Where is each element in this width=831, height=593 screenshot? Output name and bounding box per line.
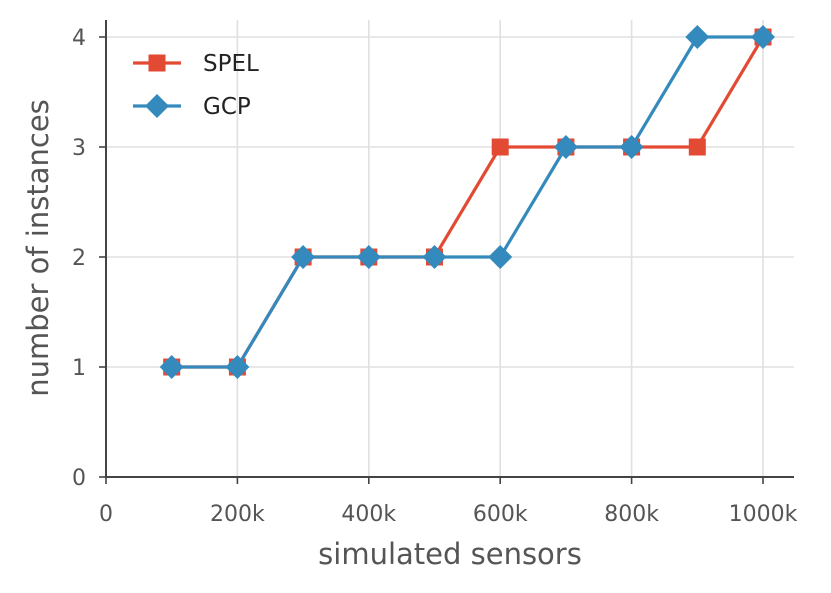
spel-point [491,138,509,156]
legend-item-spel: SPEL [133,51,259,77]
x-tick-label: 0 [99,502,113,527]
y-tick-label: 4 [72,26,86,51]
legend-marker-spel [148,54,166,72]
legend-marker-gcp [145,94,169,118]
gcp-point [488,245,513,269]
x-tick-label: 200k [210,502,265,527]
gcp-point [225,355,250,379]
gcp-point [159,355,184,379]
gcp-point [619,135,644,159]
x-axis-label: simulated sensors [318,537,582,571]
tick-labels: 0 200k 400k 600k 800k 1000k 0 1 2 3 4 [72,26,798,527]
legend-item-gcp: GCP [133,94,251,120]
y-tick-label: 3 [72,136,86,161]
y-axis-label: number of instances [21,99,55,397]
gcp-point [751,25,775,49]
y-tick-label: 0 [72,466,86,491]
y-tick-label: 1 [72,356,86,381]
series-gcp [159,25,775,379]
x-tick-label: 600k [473,502,528,527]
gcp-point [553,135,578,159]
x-tick-label: 400k [341,502,396,527]
gcp-point [356,245,381,269]
spel-line [171,36,765,369]
series-layer [159,25,775,379]
y-tick-label: 2 [72,246,86,271]
axes [105,20,794,478]
spel-point [688,138,706,156]
gcp-point [291,245,316,269]
grid [105,20,794,478]
x-tick-label: 800k [604,502,659,527]
legend-label-gcp: GCP [203,94,251,120]
series-spel [163,28,772,376]
legend-label-spel: SPEL [203,51,259,77]
gcp-line [171,35,763,369]
gcp-point [422,245,447,269]
gcp-point [685,25,710,49]
legend: SPEL GCP [133,51,259,120]
x-tick-label: 1000k [729,502,798,527]
